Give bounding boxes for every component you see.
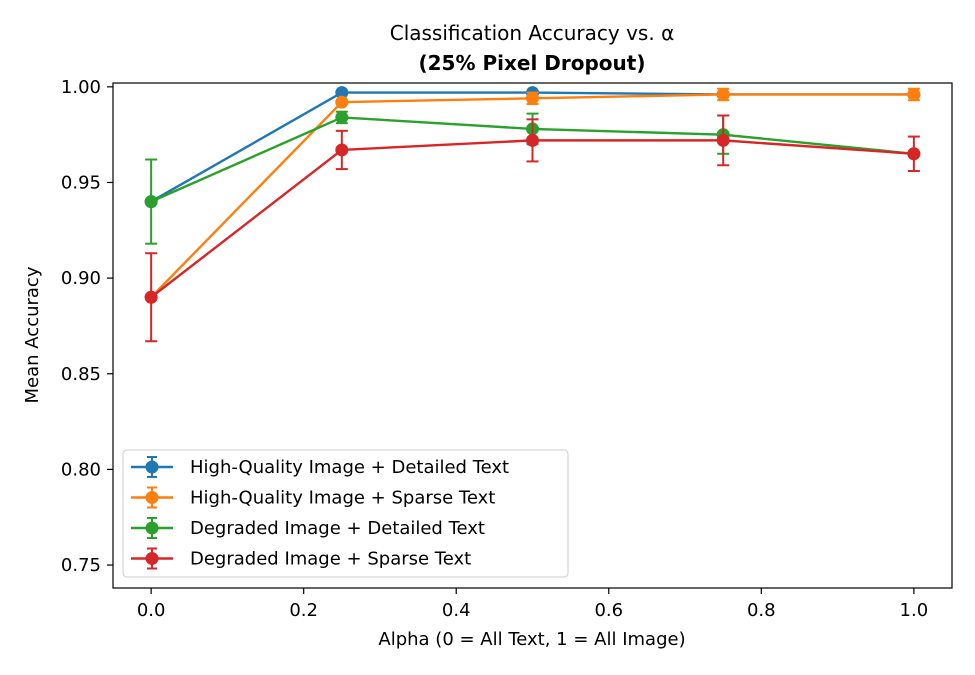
data-point (144, 290, 158, 304)
legend-label: Degraded Image + Detailed Text (190, 518, 485, 539)
legend: High-Quality Image + Detailed Text High-Q… (122, 449, 569, 578)
data-point (335, 110, 349, 124)
data-point (144, 195, 158, 209)
legend-item: Degraded Image + Sparse Text (131, 547, 471, 570)
plot-frame (112, 82, 953, 589)
y-tick-label: 0.90 (61, 268, 101, 289)
data-point (716, 133, 730, 147)
y-tick-label: 0.75 (61, 555, 101, 576)
y-tick-label: 1.00 (61, 77, 101, 98)
x-tick-label: 0.8 (747, 600, 776, 621)
legend-label: High-Quality Image + Sparse Text (190, 488, 495, 509)
y-tick-label: 0.95 (61, 172, 101, 193)
x-tick-label: 0.4 (442, 600, 471, 621)
x-tick-label: 0.6 (594, 600, 623, 621)
data-point (907, 147, 921, 161)
data-point (526, 133, 539, 147)
data-point (335, 95, 349, 109)
chart-title: Classification Accuracy vs. α (390, 21, 675, 45)
legend-label: Degraded Image + Sparse Text (190, 549, 471, 570)
legend-marker (145, 552, 159, 565)
series-line (150, 139, 914, 299)
legend-marker (145, 460, 159, 474)
legend-item: High-Quality Image + Sparse Text (131, 486, 495, 509)
y-axis-label: Mean Accuracy (22, 266, 43, 403)
legend-marker (145, 521, 159, 535)
y-axis: 0.75 0.80 0.85 0.90 0.95 1.00 (61, 77, 113, 576)
chart-subtitle: (25% Pixel Dropout) (419, 51, 646, 75)
x-axis: 0.0 0.2 0.4 0.6 0.8 1.0 (137, 588, 928, 621)
data-point (716, 87, 730, 101)
legend-box (122, 449, 569, 578)
data-point (526, 91, 539, 105)
x-tick-label: 0.2 (289, 600, 318, 621)
x-tick-label: 1.0 (900, 600, 929, 621)
data-point (335, 86, 349, 100)
legend-label: High-Quality Image + Detailed Text (190, 457, 509, 478)
plot-area (144, 86, 921, 343)
data-point (907, 87, 921, 101)
legend-item: High-Quality Image + Detailed Text (131, 456, 509, 478)
data-point (335, 143, 349, 157)
y-tick-label: 0.80 (61, 459, 101, 480)
x-axis-label: Alpha (0 = All Text, 1 = All Image) (378, 629, 685, 650)
legend-item: Degraded Image + Detailed Text (131, 517, 485, 539)
x-tick-label: 0.0 (137, 600, 166, 621)
series-4 (144, 114, 921, 343)
y-tick-label: 0.85 (61, 364, 101, 385)
legend-marker (145, 491, 159, 504)
